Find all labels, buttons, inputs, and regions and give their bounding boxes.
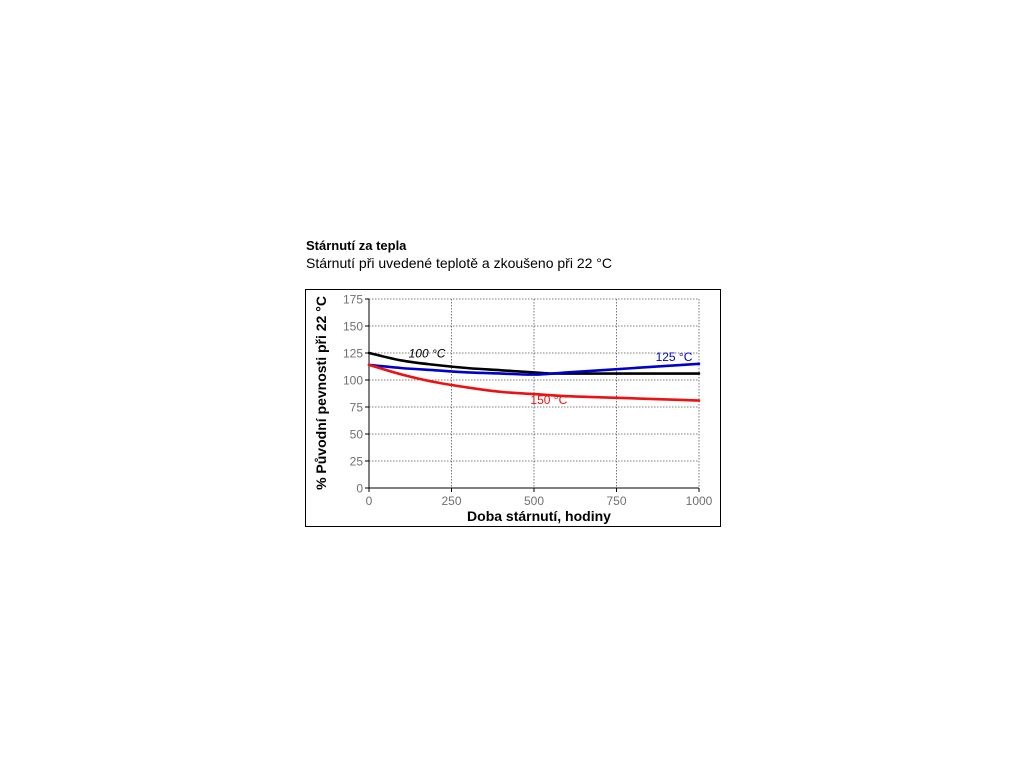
series-labels: 100 °C 125 °C 150 °C xyxy=(409,346,693,407)
y-tick-label: 50 xyxy=(350,428,364,442)
series-label-150c: 150 °C xyxy=(530,393,567,407)
chart-title: Stárnutí za tepla xyxy=(306,238,407,253)
y-tick-label: 0 xyxy=(356,482,363,496)
y-tick-labels: 0 25 50 75 100 125 150 175 xyxy=(343,293,363,496)
axes xyxy=(365,298,700,492)
y-tick-label: 75 xyxy=(350,401,364,415)
series xyxy=(367,351,701,402)
y-tick-label: 125 xyxy=(343,347,363,361)
series-label-100c: 100 °C xyxy=(409,346,446,360)
y-tick-label: 150 xyxy=(343,320,363,334)
y-tick-label: 100 xyxy=(343,374,363,388)
y-axis-label: % Původní pevnosti při 22 °C xyxy=(313,296,329,490)
x-tick-labels: 0 250 500 750 1000 xyxy=(366,494,713,508)
x-tick-label: 500 xyxy=(524,494,544,508)
series-line-150c xyxy=(367,363,701,402)
x-tick-label: 0 xyxy=(366,494,373,508)
y-tick-label: 175 xyxy=(343,293,363,307)
chart-subtitle: Stárnutí při uvedené teplotě a zkoušeno … xyxy=(306,255,613,271)
x-tick-label: 750 xyxy=(606,494,626,508)
x-axis-label: Doba stárnutí, hodiny xyxy=(467,508,611,524)
line-chart: 0 25 50 75 100 125 150 175 0 250 500 750 1000 100 °… xyxy=(313,293,713,525)
series-label-125c: 125 °C xyxy=(656,350,693,364)
x-tick-label: 250 xyxy=(441,494,461,508)
y-tick-label: 25 xyxy=(350,455,364,469)
x-tick-label: 1000 xyxy=(686,494,713,508)
series-line-125c xyxy=(367,362,701,376)
chart-frame: 0 25 50 75 100 125 150 175 0 250 500 750 1000 100 °… xyxy=(305,289,721,527)
